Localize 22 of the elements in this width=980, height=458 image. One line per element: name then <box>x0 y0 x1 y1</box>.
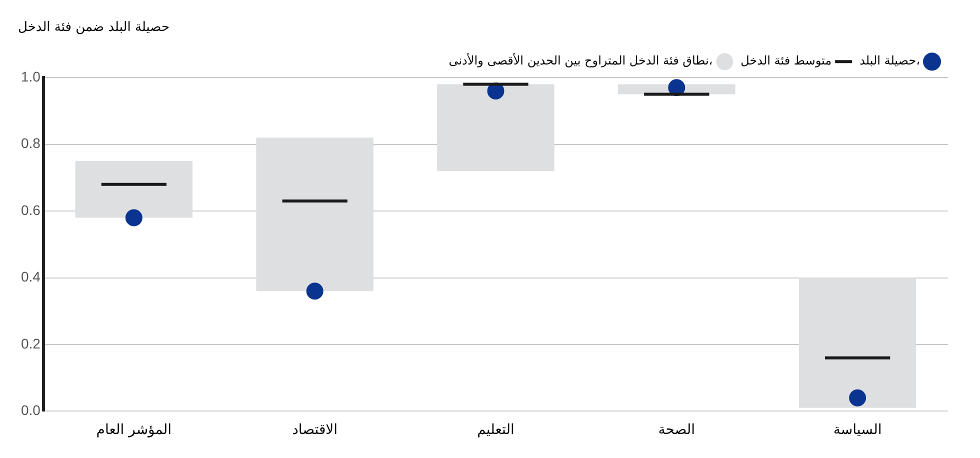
y-tick-label: 0.4 <box>20 268 41 285</box>
point <box>306 282 324 300</box>
y-tick-label: 0.6 <box>20 202 41 218</box>
bar <box>798 278 916 408</box>
x-tick-label: المؤشر العام <box>96 422 172 438</box>
y-tick-label: 1.0 <box>20 68 41 84</box>
bar <box>437 84 554 172</box>
x-tick-label: التعليم <box>477 422 514 438</box>
y-tick-label: 0.2 <box>20 335 41 352</box>
y-tick-label: 0.0 <box>20 402 41 418</box>
legend-label: حصيلة البلد، <box>860 54 920 68</box>
y-tick-label: 0.8 <box>20 135 41 152</box>
bar <box>75 161 193 218</box>
x-tick-label: الاقتصاد <box>292 422 338 438</box>
point <box>849 389 866 406</box>
point <box>125 209 142 226</box>
x-tick-label: الصحة <box>658 422 696 438</box>
legend-label: متوسط فئة الدخل <box>740 54 832 68</box>
bar <box>256 138 374 292</box>
chart-title: حصيلة البلد ضمن فئة الدخل <box>18 20 170 36</box>
legend-label: نطاق فئة الدخل المتراوح بين الحدين الأقصى والأدنى، <box>448 52 713 68</box>
x-tick-label: السياسة <box>833 422 882 438</box>
